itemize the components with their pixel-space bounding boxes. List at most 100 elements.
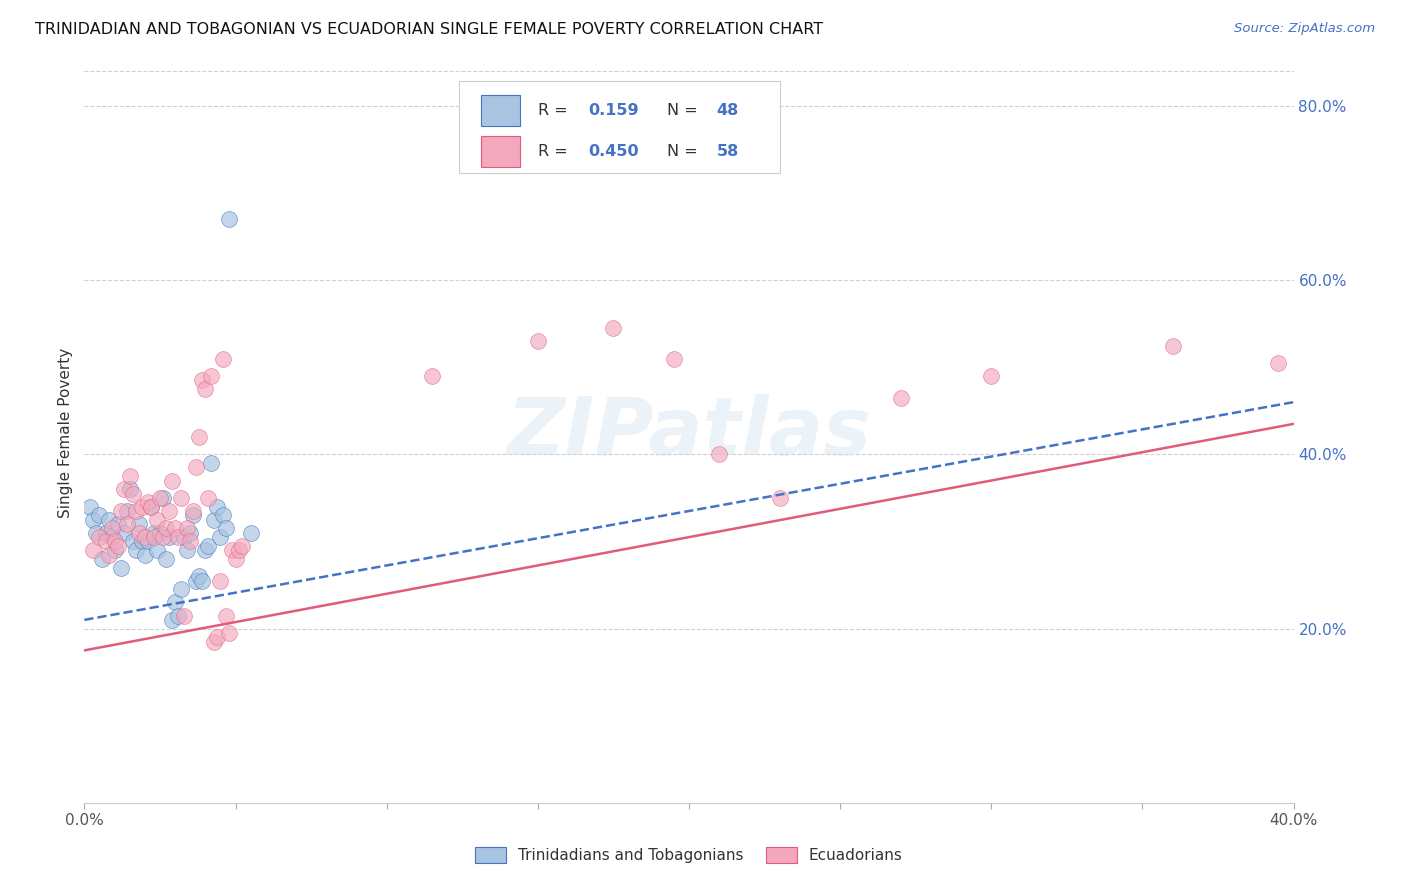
Text: Source: ZipAtlas.com: Source: ZipAtlas.com (1234, 22, 1375, 36)
Point (207, 630, 229, 644)
Point (167, 608, 190, 623)
Point (181, 504, 204, 518)
Point (239, 525, 262, 540)
Point (142, 530, 165, 544)
Point (128, 525, 150, 540)
FancyBboxPatch shape (481, 95, 520, 126)
Point (980, 369, 1002, 384)
Point (89, 530, 111, 544)
Point (170, 491, 193, 505)
Point (155, 521, 177, 535)
FancyBboxPatch shape (481, 136, 520, 167)
Point (769, 491, 792, 505)
Point (157, 504, 180, 518)
Point (136, 495, 159, 509)
Point (82, 543, 104, 558)
Point (134, 530, 156, 544)
Point (167, 530, 190, 544)
Point (186, 574, 208, 588)
Point (82, 513, 104, 527)
Point (157, 530, 180, 544)
Point (149, 491, 172, 505)
Legend: Trinidadians and Tobagonians, Ecuadorians: Trinidadians and Tobagonians, Ecuadorian… (470, 841, 908, 869)
Point (188, 569, 211, 583)
Point (112, 482, 135, 496)
Point (173, 608, 195, 623)
Point (97, 548, 120, 562)
Point (186, 460, 208, 475)
Point (602, 321, 624, 335)
Point (202, 634, 225, 648)
Point (225, 552, 247, 566)
Point (191, 574, 214, 588)
Point (202, 513, 225, 527)
Point (215, 521, 238, 535)
Point (228, 543, 250, 558)
Text: 0.159: 0.159 (589, 103, 640, 118)
Point (79, 500, 101, 514)
Point (179, 534, 201, 549)
Point (179, 525, 201, 540)
Point (176, 543, 198, 558)
Point (121, 534, 143, 549)
Text: R =: R = (538, 103, 572, 118)
Point (194, 382, 217, 396)
Point (200, 369, 222, 384)
Point (207, 500, 229, 514)
Point (131, 500, 153, 514)
Point (215, 608, 238, 623)
Point (94, 534, 117, 549)
Point (91, 552, 114, 566)
Point (89, 508, 111, 523)
Point (218, 212, 240, 227)
Point (170, 582, 193, 597)
Point (107, 517, 129, 532)
Point (100, 530, 122, 544)
Point (890, 391, 912, 405)
Point (142, 525, 165, 540)
Point (100, 521, 122, 535)
Point (165, 521, 187, 535)
Point (176, 521, 198, 535)
Point (125, 543, 148, 558)
Point (125, 504, 148, 518)
Point (104, 543, 127, 558)
Point (94, 525, 117, 540)
Point (136, 534, 159, 549)
Point (152, 530, 174, 544)
Point (118, 482, 141, 496)
Point (107, 539, 129, 553)
Text: ZIPatlas: ZIPatlas (506, 393, 872, 472)
Point (110, 504, 132, 518)
Text: R =: R = (538, 144, 572, 159)
Point (231, 539, 253, 553)
Text: 58: 58 (717, 144, 740, 159)
Point (209, 530, 232, 544)
Point (181, 508, 204, 523)
Point (152, 491, 174, 505)
Point (1161, 338, 1184, 352)
Point (212, 508, 235, 523)
Point (134, 548, 156, 562)
Point (155, 552, 177, 566)
Y-axis label: Single Female Poverty: Single Female Poverty (58, 348, 73, 517)
Point (709, 447, 731, 461)
Point (121, 486, 143, 500)
Point (197, 491, 219, 505)
Point (160, 474, 183, 488)
Text: TRINIDADIAN AND TOBAGONIAN VS ECUADORIAN SINGLE FEMALE POVERTY CORRELATION CHART: TRINIDADIAN AND TOBAGONIAN VS ECUADORIAN… (35, 22, 824, 37)
Point (165, 595, 187, 609)
Point (128, 517, 150, 532)
Point (527, 334, 550, 348)
Point (420, 369, 443, 384)
Point (188, 430, 211, 444)
Point (139, 500, 162, 514)
Point (221, 543, 243, 558)
Point (110, 560, 132, 574)
Point (191, 373, 214, 387)
Text: N =: N = (668, 144, 703, 159)
Text: 48: 48 (717, 103, 740, 118)
Point (115, 504, 138, 518)
Point (104, 534, 127, 549)
FancyBboxPatch shape (460, 81, 780, 173)
